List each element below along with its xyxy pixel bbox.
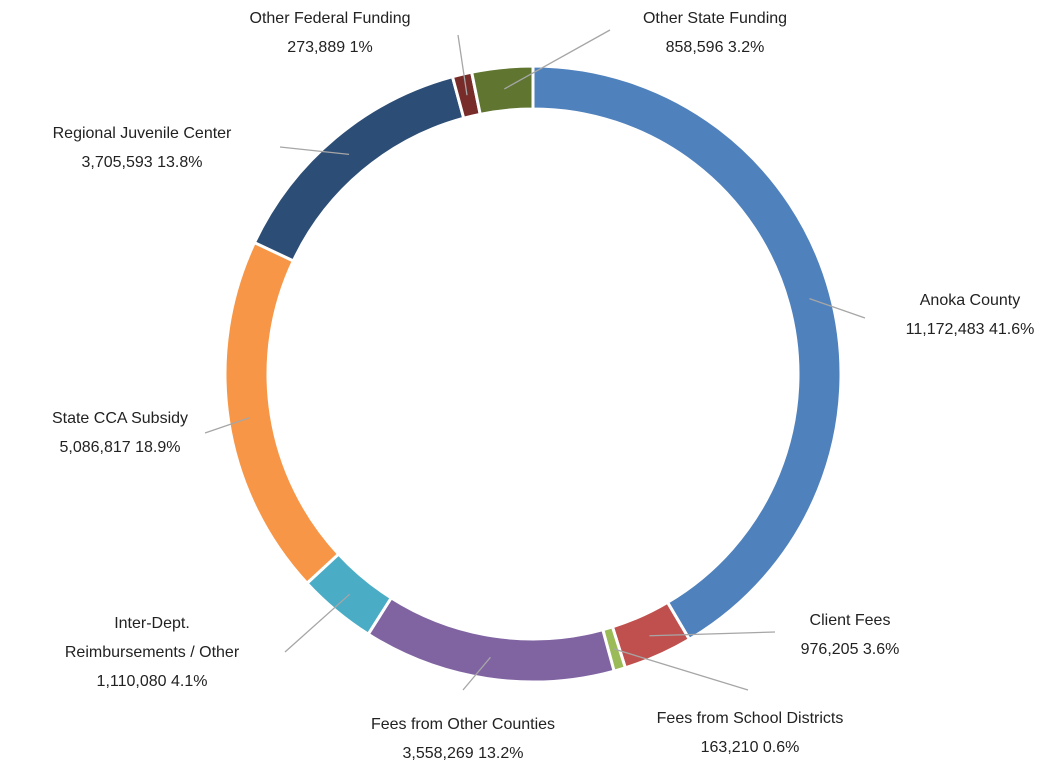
value-label: 163,210 0.6% [700,739,800,756]
data-label: State CCA Subsidy 5,086,817 18.9% [52,404,188,462]
leader-line [284,593,351,653]
category-label: Client Fees [809,612,891,629]
data-label: Anoka County 11,172,483 41.6% [906,286,1035,344]
donut-slice [469,64,535,117]
value-label: 273,889 1% [287,39,373,56]
category-label: State CCA Subsidy [51,410,189,427]
data-label: Regional Juvenile Center 3,705,593 13.8% [53,119,232,177]
value-label: 3,705,593 13.8% [81,154,203,171]
category-label: Fees from Other Counties [370,716,556,733]
category-label: Other State Funding [642,10,788,27]
donut-slice [366,595,616,684]
data-label: Fees from School Districts 163,210 0.6% [657,704,844,762]
data-label: Other State Funding 858,596 3.2% [643,4,787,62]
leader-line [462,656,491,691]
category-label: Other Federal Funding [249,10,411,27]
category-label: Anoka County [919,292,1021,309]
leader-line [613,648,749,691]
category-label: Regional Juvenile Center [52,125,232,142]
donut-slice [223,240,341,586]
data-label: Other Federal Funding 273,889 1% [250,4,411,62]
value-label: 5,086,817 18.9% [59,439,181,456]
donut-slice [252,74,466,263]
category-label: Fees from School Districts [656,710,844,727]
leader-line [457,34,468,96]
value-label: 976,205 3.6% [800,641,900,658]
leader-line [204,417,251,434]
value-label: 11,172,483 41.6% [905,321,1035,338]
category-label: Inter-Dept. Reimbursements / Other [64,615,240,661]
value-label: 1,110,080 4.1% [96,673,208,690]
leader-line [279,146,350,155]
leader-line [504,29,611,90]
leader-line [649,631,776,637]
leader-line [809,298,866,319]
data-label: Fees from Other Counties 3,558,269 13.2% [371,710,555,768]
value-label: 858,596 3.2% [665,39,765,56]
data-label: Client Fees 976,205 3.6% [801,606,900,664]
data-label: Inter-Dept. Reimbursements / Other 1,110,… [65,609,239,696]
value-label: 3,558,269 13.2% [402,745,524,762]
donut-slice [531,64,843,642]
